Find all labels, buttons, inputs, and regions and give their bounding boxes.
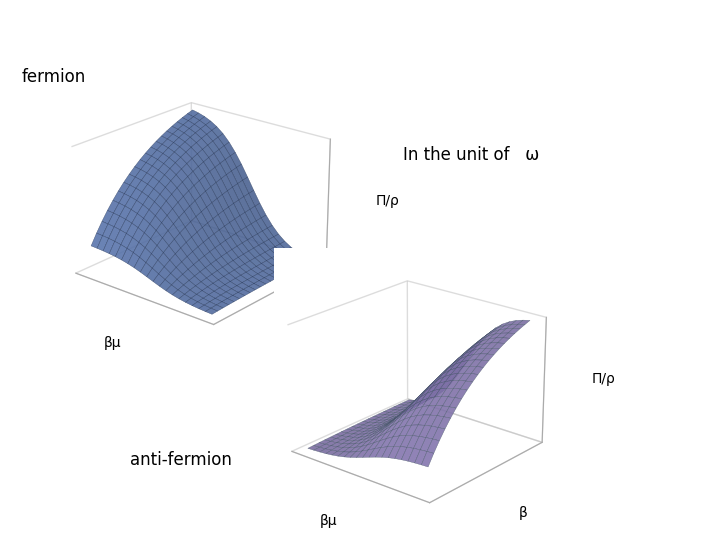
X-axis label: βμ: βμ — [320, 514, 338, 528]
Text: anti-fermion: anti-fermion — [130, 451, 231, 469]
Y-axis label: β: β — [518, 507, 527, 521]
X-axis label: βμ: βμ — [104, 336, 122, 350]
Text: fermion: fermion — [22, 68, 86, 85]
Text: Vorticity induced polarization per fermion: Vorticity induced polarization per fermi… — [9, 15, 698, 42]
Text: In the unit of   ω: In the unit of ω — [403, 146, 539, 164]
Y-axis label: β: β — [302, 328, 311, 342]
